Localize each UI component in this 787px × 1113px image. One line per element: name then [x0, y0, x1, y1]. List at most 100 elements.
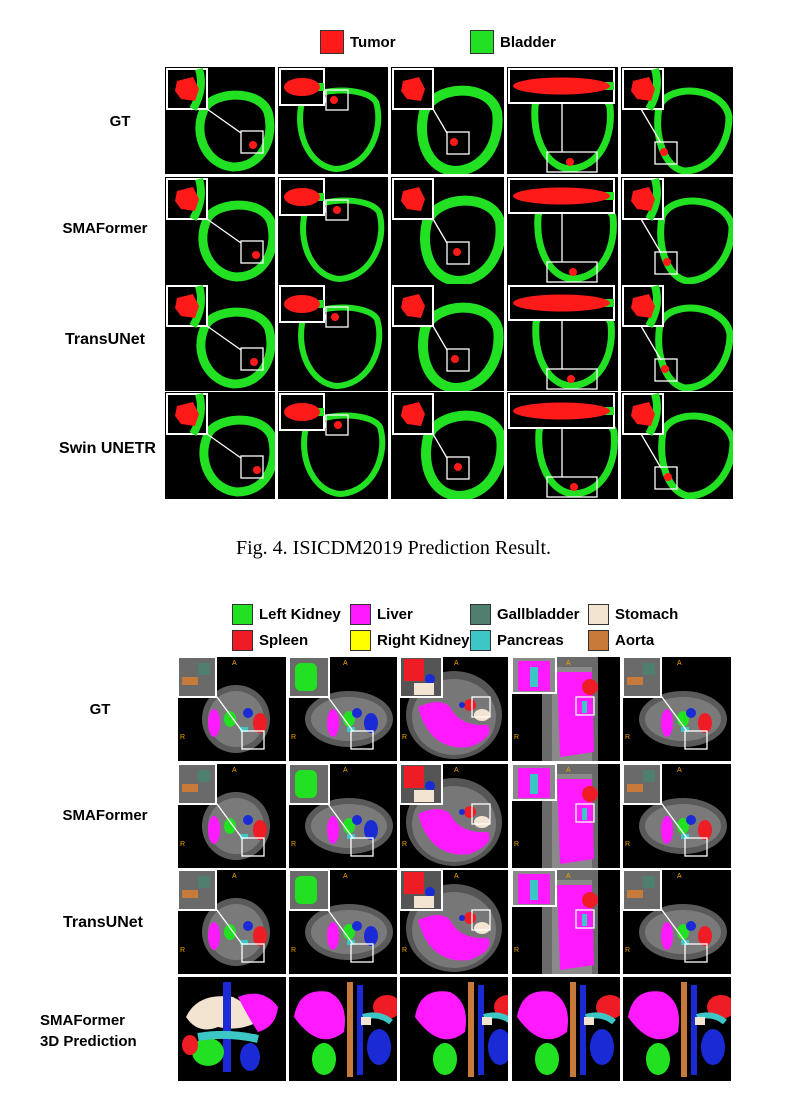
svg-text:R: R	[514, 841, 519, 848]
fig5-ct-slice-panel: A R	[178, 870, 286, 974]
svg-text:A: A	[454, 660, 459, 667]
fig5-legend-item: Gallbladder	[470, 604, 580, 625]
tumor-region	[570, 483, 578, 491]
svg-text:R: R	[180, 841, 185, 848]
svg-text:A: A	[677, 660, 682, 667]
bladder-swatch	[470, 30, 494, 54]
bladder-contour	[421, 410, 504, 499]
fig5-ct-slice-panel: A R	[623, 657, 731, 761]
tumor-region	[567, 375, 575, 383]
bladder-label: Bladder	[500, 33, 556, 51]
svg-text:R: R	[402, 841, 407, 848]
legend-label: Aorta	[615, 632, 655, 649]
svg-text:A: A	[232, 767, 237, 774]
fig5-ct-slice-panel: A R	[623, 764, 731, 868]
fig4-segmentation-panel	[621, 67, 733, 174]
tumor-label: Tumor	[350, 33, 396, 51]
legend-label: Liver	[377, 606, 413, 623]
fig4-segmentation-panel	[391, 177, 504, 284]
legend-swatch	[350, 630, 371, 651]
fig4-segmentation-panel	[507, 67, 618, 174]
bladder-contour	[198, 200, 275, 282]
fig4-legend-bladder: Bladder	[470, 30, 556, 54]
fig4-segmentation-panel	[165, 177, 275, 284]
fig5-3d-render-panel	[289, 977, 397, 1081]
tumor-region	[569, 268, 577, 276]
svg-text:R: R	[180, 734, 185, 741]
svg-text:R: R	[402, 947, 407, 954]
bladder-contour	[417, 85, 503, 174]
bladder-contour	[297, 87, 382, 173]
fig4-segmentation-panel	[165, 392, 275, 499]
fig4-segmentation-panel	[391, 67, 504, 174]
svg-text:A: A	[454, 767, 459, 774]
svg-text:A: A	[677, 873, 682, 880]
tumor-region	[330, 96, 338, 104]
fig4-segmentation-panel	[391, 392, 504, 499]
svg-text:R: R	[625, 947, 630, 954]
svg-text:A: A	[566, 873, 571, 880]
legend-swatch	[232, 630, 253, 651]
svg-text:A: A	[677, 767, 682, 774]
fig4-row-label-transunet: TransUNet	[64, 331, 146, 348]
fig5-row-label-smaformer: SMAFormer	[62, 807, 148, 824]
tumor-region	[450, 138, 458, 146]
fig4-segmentation-panel	[507, 392, 618, 499]
legend-label: Left Kidney	[259, 606, 341, 623]
tumor-region	[250, 358, 258, 366]
fig4-segmentation-panel	[165, 284, 275, 391]
fig4-segmentation-panel	[165, 67, 275, 174]
legend-swatch	[470, 604, 491, 625]
bladder-contour	[654, 87, 733, 174]
legend-swatch	[470, 630, 491, 651]
fig5-ct-slice-panel: A R	[400, 764, 508, 868]
fig4-caption: Fig. 4. ISICDM2019 Prediction Result.	[235, 537, 551, 559]
legend-label: Gallbladder	[497, 606, 580, 623]
fig5-legend-item: Spleen	[232, 630, 308, 651]
tumor-region	[660, 148, 668, 156]
fig5-ct-slice-panel: A R	[512, 764, 620, 868]
svg-text:R: R	[625, 734, 630, 741]
bladder-contour	[199, 415, 275, 497]
fig5-ct-slice-panel: A R	[178, 764, 286, 868]
legend-swatch	[588, 630, 609, 651]
fig5-3d-render-panel	[178, 977, 286, 1081]
svg-text:A: A	[454, 873, 459, 880]
fig4-segmentation-panel	[621, 284, 733, 391]
legend-swatch	[350, 604, 371, 625]
svg-text:R: R	[291, 947, 296, 954]
tumor-region	[663, 258, 671, 266]
legend-swatch	[232, 604, 253, 625]
svg-text:A: A	[566, 767, 571, 774]
fig4-segmentation-panel	[391, 284, 504, 391]
fig4-segmentation-panel	[621, 177, 733, 284]
bladder-contour	[420, 195, 504, 284]
legend-label: Spleen	[259, 632, 309, 649]
fig5-legend-item: Stomach	[588, 604, 678, 625]
fig5-ct-slice-panel: A R	[289, 657, 397, 761]
fig5-ct-slice-panel: A R	[178, 657, 286, 761]
tumor-region	[454, 463, 462, 471]
svg-text:R: R	[514, 734, 519, 741]
fig4-segmentation-panel	[278, 392, 388, 499]
tumor-region	[453, 248, 461, 256]
tumor-region	[566, 158, 574, 166]
tumor-region	[252, 251, 260, 259]
fig5-legend-item: Right Kidney	[350, 630, 470, 651]
fig5-legend-item: Liver	[350, 604, 413, 625]
svg-text:R: R	[514, 947, 519, 954]
bladder-contour	[657, 197, 733, 284]
svg-text:A: A	[232, 660, 237, 667]
fig5-row-label-3d-line1: SMAFormer	[40, 1012, 126, 1029]
tumor-swatch	[320, 30, 344, 54]
fig5-legend-item: Pancreas	[470, 630, 564, 651]
svg-text:A: A	[566, 660, 571, 667]
bladder-contour	[301, 412, 386, 498]
fig5-ct-slice-panel: A R	[400, 870, 508, 974]
tumor-region	[664, 473, 672, 481]
fig5-ct-slice-panel: A R	[289, 764, 397, 868]
fig4-segmentation-panel	[278, 284, 388, 391]
tumor-region	[334, 421, 342, 429]
fig5-ct-slice-panel: A R	[289, 870, 397, 974]
svg-text:R: R	[291, 841, 296, 848]
